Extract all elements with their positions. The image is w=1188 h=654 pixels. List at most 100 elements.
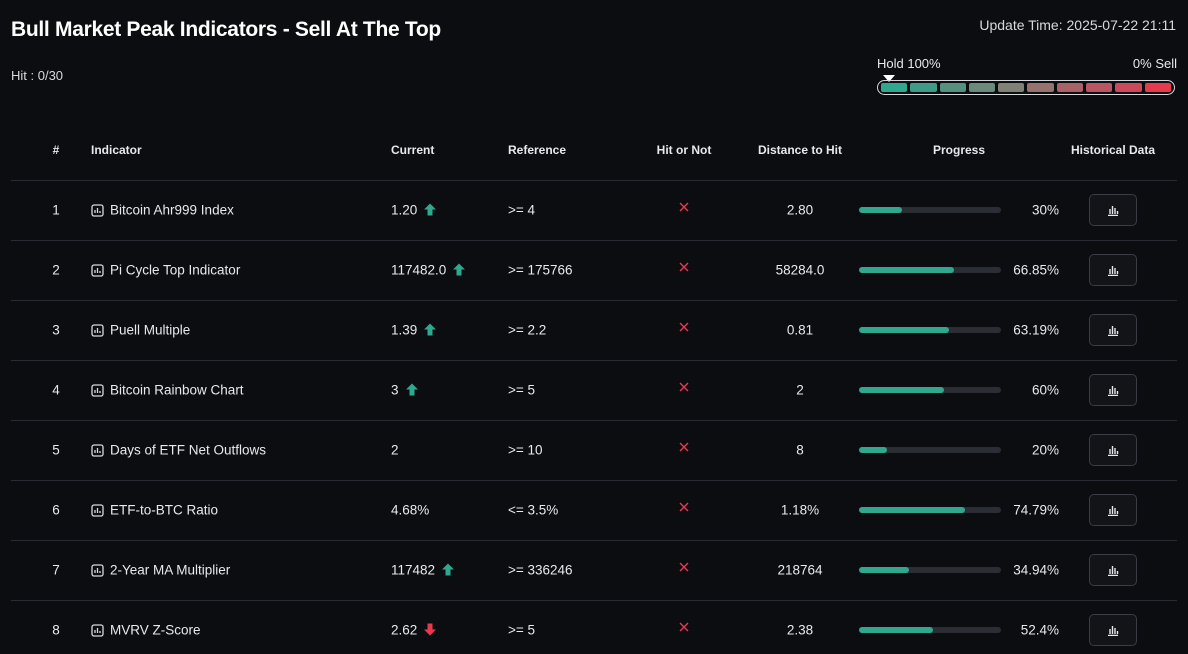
not-hit-icon [679,622,689,632]
trend-arrow [405,383,418,396]
column-header: Reference [508,143,567,157]
progress-track [859,447,1001,453]
column-header: Historical Data [1070,143,1156,157]
indicator-name: Bitcoin Ahr999 Index [110,202,234,218]
current-value: 2.62 [391,623,437,638]
row-index: 3 [52,322,60,338]
progress-label: 52.4% [1020,622,1059,638]
historical-data-button[interactable] [1089,374,1137,406]
distance-value: 0.81 [786,322,814,338]
not-hit-icon [679,382,689,392]
progress-track [859,267,1001,273]
current-value: 117482.0 [391,263,466,278]
row-divider [11,240,1177,241]
column-header: Hit or Not [656,143,712,157]
distance-value: 2.38 [786,622,814,638]
historical-data-button[interactable] [1089,494,1137,526]
indicator-icon [91,204,104,217]
historical-data-button[interactable] [1089,194,1137,226]
historical-data-button[interactable] [1089,554,1137,586]
indicator-name: ETF-to-BTC Ratio [110,502,219,518]
row-divider [11,540,1177,541]
progress-track [859,207,1001,213]
reference-value: <= 3.5% [508,502,559,518]
progress-track [859,327,1001,333]
row-divider [11,480,1177,481]
progress-fill [859,567,909,573]
progress-track [859,567,1001,573]
row-index: 6 [52,502,60,518]
progress-fill [859,387,945,393]
current-value: 1.20 [391,203,437,218]
reference-value: >= 175766 [508,262,573,278]
reference-value: >= 5 [508,382,536,398]
row-divider [11,300,1177,301]
progress-track [859,507,1001,513]
reference-value: >= 5 [508,622,536,638]
indicator-icon [91,564,104,577]
not-hit-icon [679,502,689,512]
progress-label: 63.19% [1013,322,1059,338]
historical-data-button[interactable] [1089,614,1137,646]
trend-arrow [442,563,455,576]
column-header: Progress [932,143,986,157]
distance-value: 2.80 [786,202,814,218]
progress-label: 20% [1031,442,1059,458]
chart-icon [1108,446,1119,456]
row-index: 4 [52,382,60,398]
chart-icon [1108,326,1119,336]
indicator-icon [91,384,104,397]
progress-track [859,387,1001,393]
row-divider [11,360,1177,361]
gauge-right-label: 0% Sell [1132,56,1177,71]
current-value: 2 [391,442,399,458]
progress-fill [859,447,888,453]
distance-value: 8 [796,442,804,458]
historical-data-button[interactable] [1089,314,1137,346]
indicator-icon [91,444,104,457]
historical-data-button[interactable] [1089,434,1137,466]
trend-arrow [424,323,437,336]
current-value: 1.39 [391,323,437,338]
distance-value: 2 [796,382,804,398]
reference-value: >= 336246 [508,562,573,578]
column-header: Current [391,143,435,157]
indicator-name: MVRV Z-Score [110,622,201,638]
chart-icon [1108,566,1119,576]
chart-icon [1108,506,1119,516]
row-divider [11,420,1177,421]
row-index: 7 [52,562,60,578]
not-hit-icon [679,322,689,332]
reference-value: >= 2.2 [508,322,547,338]
row-index: 1 [52,202,60,218]
progress-label: 34.94% [1013,562,1059,578]
row-index: 2 [52,262,60,278]
trend-arrow [424,203,437,216]
chart-icon [1108,266,1119,276]
progress-fill [859,507,966,513]
distance-value: 58284.0 [775,262,825,278]
indicator-icon [91,324,104,337]
reference-value: >= 4 [508,202,536,218]
gauge-marker [883,75,895,82]
indicator-name: Puell Multiple [110,322,191,338]
indicator-icon [91,624,104,637]
progress-label: 74.79% [1013,502,1059,518]
column-header: Indicator [91,143,142,157]
header-divider [11,180,1177,181]
gauge [877,80,1175,95]
column-header: # [52,143,60,157]
historical-data-button[interactable] [1089,254,1137,286]
not-hit-icon [679,442,689,452]
current-value: 117482 [391,563,455,578]
update-time: Update Time: 2025-07-22 21:11 [979,17,1176,33]
trend-arrow [424,623,437,636]
current-value: 3 [391,383,418,398]
column-header: Distance to Hit [757,143,843,157]
distance-value: 1.18% [780,502,820,518]
indicator-icon [91,504,104,517]
page-title: Bull Market Peak Indicators - Sell At Th… [11,18,441,41]
chart-icon [1108,626,1119,636]
indicator-name: 2-Year MA Multiplier [110,562,231,578]
row-index: 8 [52,622,60,638]
